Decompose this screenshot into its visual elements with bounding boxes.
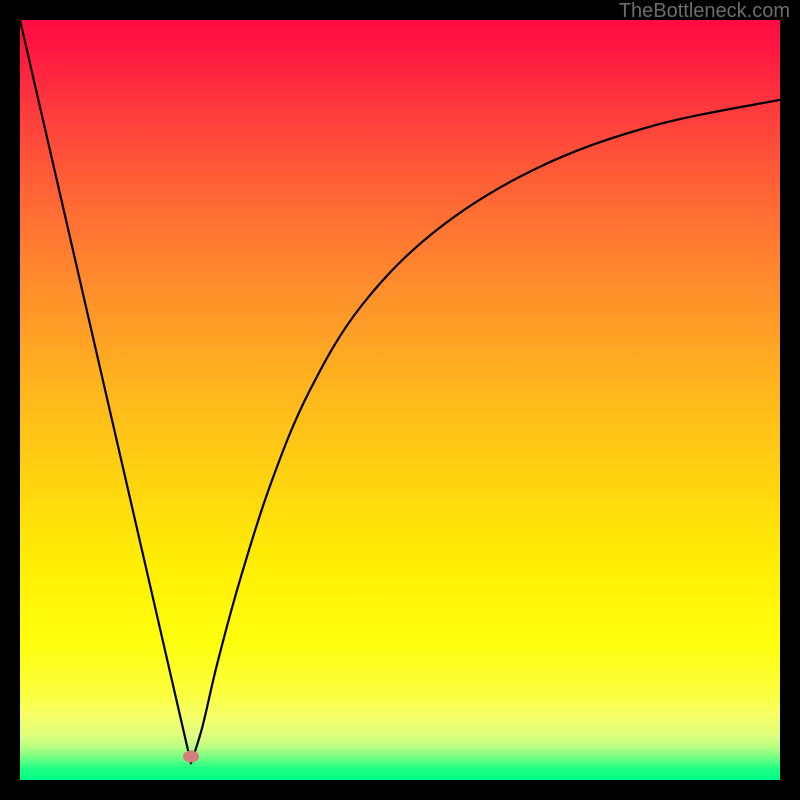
plot-background	[20, 20, 780, 780]
optimal-point-marker	[183, 750, 199, 762]
attribution-label: TheBottleneck.com	[619, 0, 790, 23]
bottleneck-chart	[0, 0, 800, 800]
chart-container: TheBottleneck.com	[0, 0, 800, 800]
